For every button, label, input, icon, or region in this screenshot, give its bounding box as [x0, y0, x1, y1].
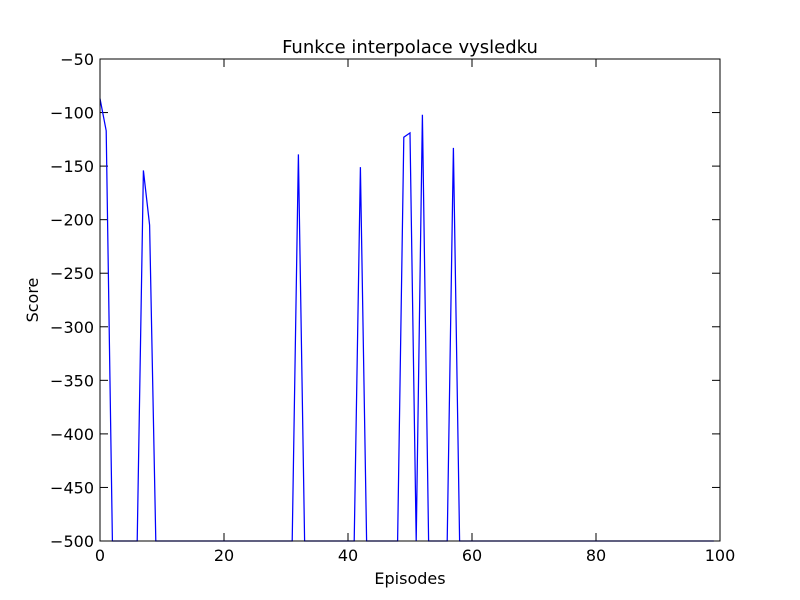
x-axis-label: Episodes — [374, 569, 445, 588]
x-tick-label: 100 — [705, 546, 736, 565]
y-tick-label: −350 — [50, 371, 94, 390]
x-tick-label: 40 — [338, 546, 358, 565]
x-tick-label: 0 — [95, 546, 105, 565]
y-axis-ticks: −50 −100 −150 −200 −250 −300 −350 −400 −450 −500 — [50, 50, 720, 551]
y-tick-label: −100 — [50, 104, 94, 123]
y-tick-label: −250 — [50, 264, 94, 283]
y-tick-label: −200 — [50, 211, 94, 230]
y-tick-label: −50 — [60, 50, 94, 69]
plot-area-frame — [99, 58, 721, 542]
y-tick-label: −400 — [50, 425, 94, 444]
x-tick-label: 60 — [462, 546, 482, 565]
x-tick-label: 20 — [214, 546, 234, 565]
y-axis-label: Score — [23, 278, 42, 323]
x-axis-ticks: 0 20 40 60 80 100 — [95, 59, 735, 565]
y-tick-label: −300 — [50, 318, 94, 337]
y-tick-label: −500 — [50, 532, 94, 551]
y-tick-label: −150 — [50, 157, 94, 176]
x-tick-label: 80 — [586, 546, 606, 565]
y-tick-label: −450 — [50, 478, 94, 497]
chart-title: Funkce interpolace vysledku — [282, 37, 538, 58]
plot-area-background — [100, 59, 720, 541]
